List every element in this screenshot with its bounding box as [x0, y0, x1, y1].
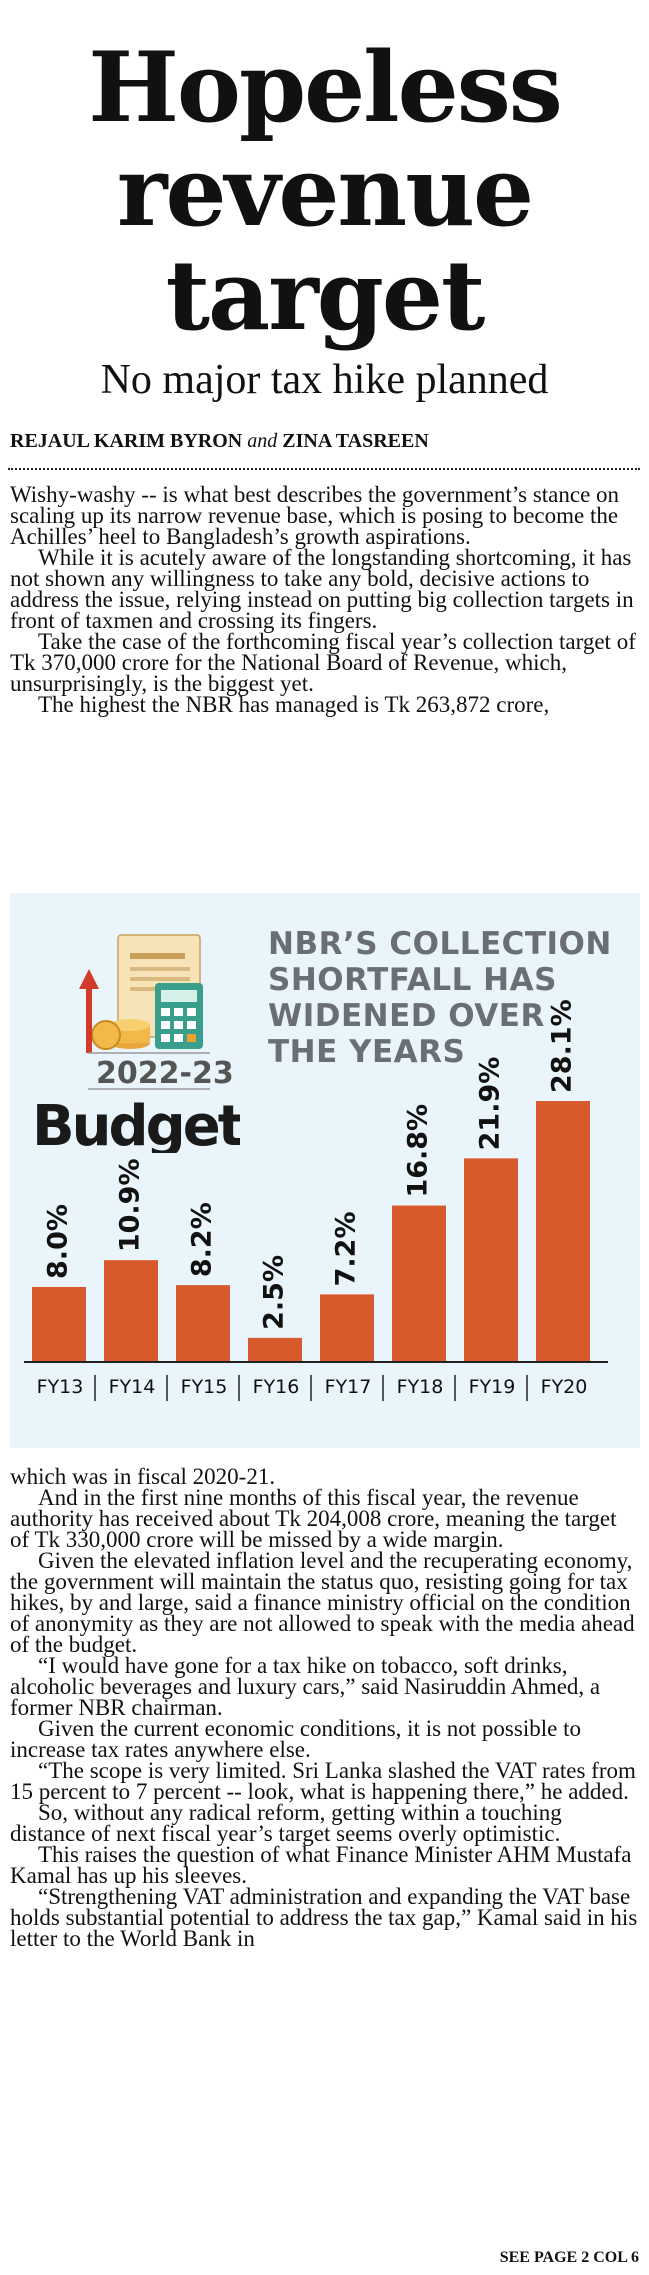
data-label: 28.1% [547, 999, 578, 1093]
bar-FY17 [320, 1294, 374, 1361]
paragraph: “I would have gone for a tax hike on tob… [10, 1653, 601, 1720]
headline-line-1: Hopeless [88, 31, 563, 144]
category-label: FY13 [37, 1376, 84, 1398]
chart-title-line: WIDENED OVER [268, 998, 545, 1034]
category-label: FY20 [541, 1376, 588, 1398]
paragraph: which was in fiscal 2020-21. [10, 1464, 276, 1489]
bar-FY15 [176, 1285, 230, 1361]
category-label: FY19 [469, 1376, 516, 1398]
paragraph: Wishy-washy -- is what best describes th… [10, 482, 620, 549]
paragraph: “Strengthening VAT administration and ex… [10, 1884, 638, 1951]
chart-title-line: THE YEARS [268, 1034, 466, 1070]
paragraph: This raises the question of what Finance… [10, 1842, 632, 1888]
calculator-icon [155, 983, 203, 1049]
data-label: 21.9% [475, 1057, 506, 1151]
paragraph: And in the first nine months of this fis… [10, 1485, 617, 1552]
author-2: ZINA TASREEN [282, 430, 429, 452]
chart-title: NBR’S COLLECTION SHORTFALL HAS WIDENED O… [268, 926, 612, 1070]
bar-FY13 [32, 1286, 86, 1361]
article-body-bottom: which was in fiscal 2020-21. And in the … [10, 1464, 640, 1951]
data-label: 10.9% [115, 1158, 146, 1252]
subheadline: No major tax hike planned [100, 357, 549, 403]
bar-FY19 [464, 1158, 518, 1361]
chart-title-line: SHORTFALL HAS [268, 962, 557, 998]
data-label: 2.5% [259, 1255, 290, 1330]
author-1: REJAUL KARIM BYRON [10, 430, 243, 452]
byline: REJAUL KARIM BYRON and ZINA TASREEN [10, 430, 429, 453]
paragraph: Take the case of the forthcoming fiscal … [10, 629, 636, 696]
category-label: FY16 [253, 1376, 300, 1398]
bar-chart: 8.0% FY13 10.9% FY14 8.2% FY15 2.5% FY16 7.2% FY1… [24, 999, 608, 1401]
bar-FY14 [104, 1260, 158, 1361]
headline-line-2: revenue [116, 135, 534, 248]
budget-word: Budget [32, 1094, 240, 1153]
paragraph: While it is acutely aware of the longsta… [10, 545, 634, 633]
category-label: FY15 [181, 1376, 228, 1398]
data-label: 8.0% [43, 1204, 74, 1279]
chart-box: 2022-23 Budget NBR’S COLLECTION SHORTFAL… [10, 893, 640, 1448]
growth-arrow-icon [79, 969, 99, 1053]
chart-title-line: NBR’S COLLECTION [268, 926, 612, 962]
paragraph: So, without any radical reform, getting … [10, 1800, 562, 1846]
bar-FY16 [248, 1337, 302, 1361]
bar-FY20 [536, 1101, 590, 1361]
paragraph: Given the elevated inflation level and t… [10, 1548, 635, 1657]
data-label: 16.8% [403, 1104, 434, 1198]
category-label: FY18 [397, 1376, 444, 1398]
paragraph: “The scope is very limited. Sri Lanka sl… [10, 1758, 636, 1804]
paragraph: Given the current economic conditions, i… [10, 1716, 581, 1762]
data-label: 7.2% [331, 1211, 362, 1286]
article-body-top: Wishy-washy -- is what best describes th… [10, 482, 640, 717]
budget-logo: 2022-23 Budget [32, 934, 240, 1153]
continuation-note: SEE PAGE 2 COL 6 [499, 2249, 639, 2266]
category-label: FY14 [109, 1376, 156, 1398]
headline-line-3: target [165, 239, 486, 352]
bar-FY18 [392, 1205, 446, 1361]
paragraph: The highest the NBR has managed is Tk 26… [38, 692, 550, 717]
budget-year: 2022-23 [96, 1056, 234, 1091]
byline-divider [8, 468, 640, 470]
category-label: FY17 [325, 1376, 372, 1398]
data-label: 8.2% [187, 1202, 218, 1277]
byline-conjunction: and [247, 430, 278, 452]
